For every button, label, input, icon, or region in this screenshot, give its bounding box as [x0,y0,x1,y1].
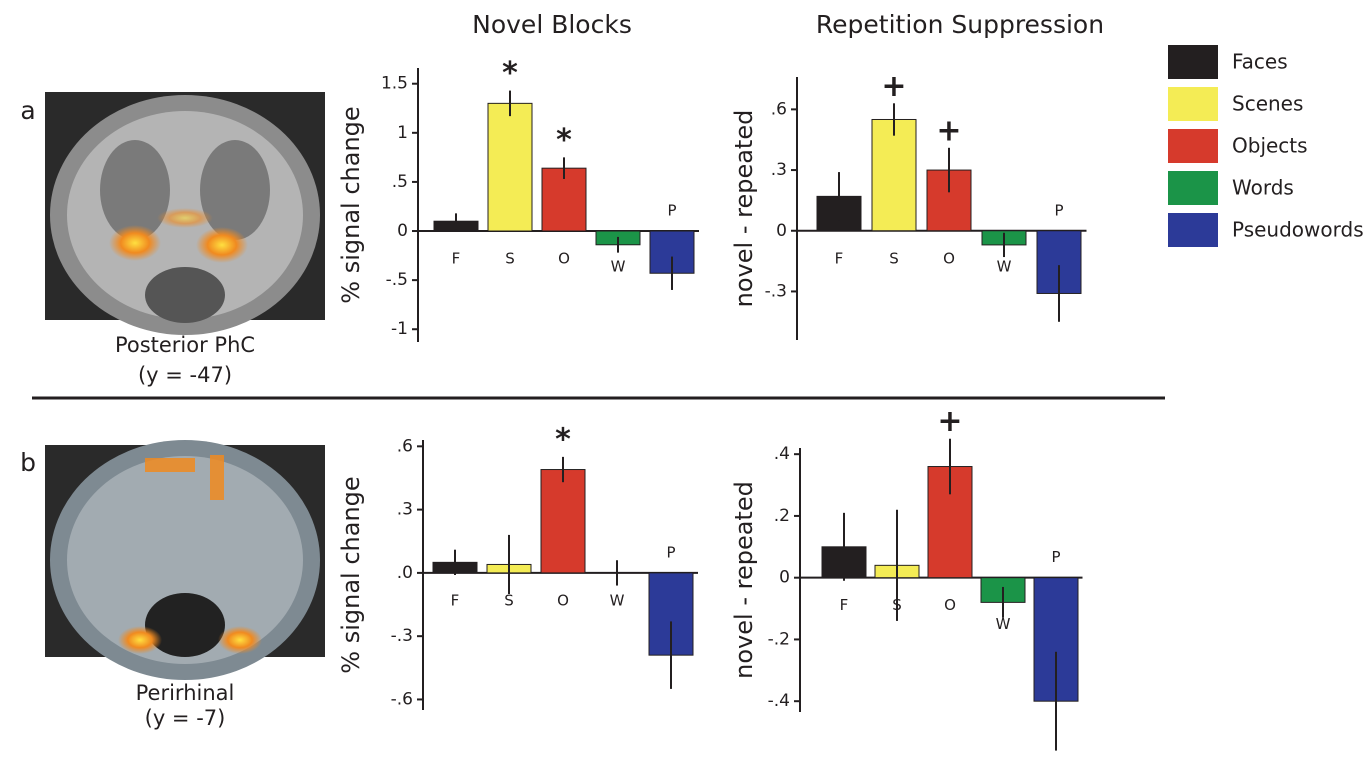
y-tick-label: -.6 [391,689,413,709]
category-label: S [892,596,902,614]
brain-image [45,440,325,680]
legend-swatch [1168,129,1218,163]
y-tick-label: .2 [774,506,790,526]
y-tick-label: -.5 [386,270,408,290]
bar [487,102,533,232]
bar [540,469,586,574]
y-tick-label: .0 [397,563,413,583]
category-label: F [835,249,844,267]
significance-marker: + [881,69,906,104]
column-header: Novel Blocks [472,10,632,39]
category-label: P [667,202,676,220]
category-label: W [996,615,1011,633]
category-label: O [943,249,955,267]
image-caption: Perirhinal [136,681,235,705]
category-label: W [997,257,1012,275]
category-label: W [610,591,625,609]
y-axis-label: novel - repeated [730,110,758,308]
significance-marker: + [936,113,961,148]
category-label: O [944,596,956,614]
panel-letter: b [20,448,36,477]
image-caption: (y = -47) [138,363,232,387]
category-label: F [451,591,460,609]
category-label: O [558,250,570,268]
category-label: F [452,250,461,268]
y-tick-label: -.3 [765,281,787,301]
significance-marker: * [556,123,572,158]
y-tick-label: -1 [391,319,408,339]
image-caption: Posterior PhC [115,333,255,357]
image-caption: (y = -7) [145,706,226,730]
legend-swatch [1168,45,1218,79]
panel-letter: a [20,96,35,125]
y-tick-label: 0 [776,221,787,241]
y-tick-label: .3 [771,160,787,180]
category-label: S [889,249,899,267]
category-label: P [666,543,675,561]
y-tick-label: .4 [774,444,790,464]
y-tick-label: -.4 [768,691,790,711]
category-label: W [611,257,626,275]
brain-image [45,92,325,335]
significance-marker: * [555,422,571,457]
legend-label: Scenes [1232,92,1303,116]
legend-label: Words [1232,176,1294,200]
legend-label: Objects [1232,134,1308,158]
legend-swatch [1168,87,1218,121]
legend-swatch [1168,213,1218,247]
y-axis-label: % signal change [337,106,365,303]
y-tick-label: 0 [779,568,790,588]
y-tick-label: 1 [397,123,408,143]
category-label: P [1051,548,1060,566]
column-header: Repetition Suppression [816,10,1104,39]
category-label: S [505,250,515,268]
y-tick-label: .5 [392,172,408,192]
legend-label: Pseudowords [1232,218,1364,242]
bar [871,118,917,232]
legend-swatch [1168,171,1218,205]
significance-marker: + [937,404,962,439]
y-tick-label: 1.5 [381,74,408,94]
significance-marker: * [502,56,518,91]
y-tick-label: .3 [397,500,413,520]
category-label: P [1054,201,1063,219]
y-tick-label: .6 [771,99,787,119]
y-tick-label: 0 [397,221,408,241]
y-tick-label: -.3 [391,626,413,646]
legend-label: Faces [1232,50,1288,74]
category-label: O [557,591,569,609]
category-label: F [840,596,849,614]
y-axis-label: % signal change [337,476,365,673]
category-label: S [504,591,514,609]
y-tick-label: -.2 [768,629,790,649]
y-tick-label: .6 [397,436,413,456]
y-axis-label: novel - repeated [730,481,758,679]
